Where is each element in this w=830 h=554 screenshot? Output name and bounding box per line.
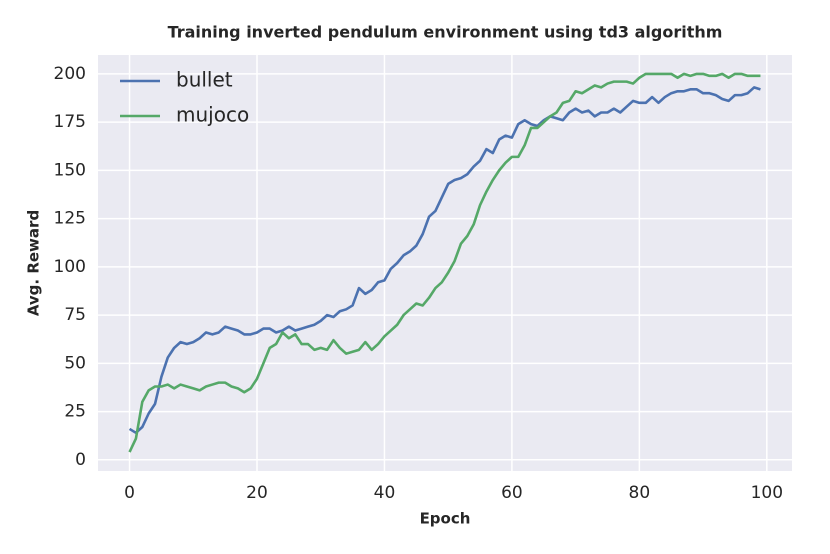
x-tick-label: 40: [374, 483, 396, 503]
y-tick-label: 200: [54, 64, 86, 84]
y-tick-label: 25: [64, 402, 86, 422]
plot-area: [98, 55, 792, 471]
line: [128, 86, 761, 435]
y-axis-label: Avg. Reward: [25, 210, 43, 316]
line: [128, 72, 761, 453]
legend-label: mujoco: [176, 103, 249, 127]
y-tick-label: 75: [64, 305, 86, 325]
x-tick-label: 80: [629, 483, 651, 503]
legend-label: bullet: [176, 68, 233, 92]
x-tick-label: 60: [501, 483, 523, 503]
x-tick-label: 0: [124, 483, 135, 503]
y-tick-label: 0: [75, 450, 86, 470]
y-tick-label: 125: [54, 209, 86, 229]
x-tick-label: 20: [246, 483, 268, 503]
chart-title: Training inverted pendulum environment u…: [168, 23, 723, 42]
x-axis-label: Epoch: [420, 510, 471, 528]
y-tick-label: 150: [54, 160, 86, 180]
y-tick-label: 175: [54, 112, 86, 132]
y-tick-label: 100: [54, 257, 86, 277]
x-tick-label: 100: [751, 483, 783, 503]
y-tick-label: 50: [64, 353, 86, 373]
